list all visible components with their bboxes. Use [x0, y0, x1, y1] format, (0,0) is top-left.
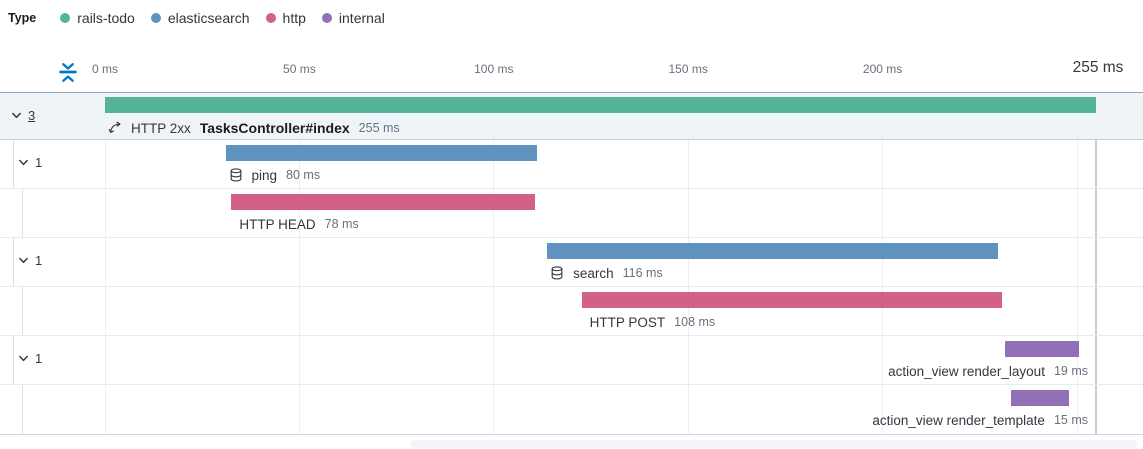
span-bar[interactable] [225, 145, 537, 161]
fold-icon [57, 62, 79, 84]
accordion-toggle[interactable]: 1 [17, 253, 42, 268]
axis-gridline [493, 140, 495, 434]
indent-guide [22, 287, 23, 335]
legend-dot [265, 13, 276, 23]
trace-end-gridline [1095, 140, 1098, 434]
span-name: ping [251, 167, 278, 183]
accordion-toggle[interactable]: 3 [10, 108, 35, 123]
span-name: HTTP HEAD [239, 216, 316, 232]
span-label: HTTP POST 108 ms [590, 313, 716, 331]
legend-title: Type [8, 11, 37, 25]
accordion-toggle[interactable]: 1 [17, 155, 42, 170]
span-bar[interactable] [105, 97, 1097, 113]
legend-label: internal [338, 10, 385, 26]
span-duration: 108 ms [674, 315, 716, 329]
indent-guide [22, 385, 23, 435]
legend-dot [60, 13, 71, 23]
transaction-icon [108, 121, 122, 135]
child-count: 1 [35, 253, 43, 268]
indent-guide [13, 336, 14, 384]
legend-dot [321, 13, 332, 23]
legend-items: rails-todo elasticsearch http internal [60, 10, 401, 26]
span-prefix: HTTP 2xx [131, 120, 191, 136]
chevron-down-icon [17, 254, 30, 267]
legend-item-elasticsearch[interactable]: elasticsearch [150, 10, 250, 26]
axis-gridline [687, 140, 689, 434]
accordion-toggle[interactable]: 1 [17, 351, 42, 366]
legend-dot [150, 13, 161, 23]
collapse-all-button[interactable] [54, 59, 82, 87]
span-label: HTTP 2xx TasksController#index 255 ms [108, 119, 400, 137]
chevron-down-icon [17, 352, 30, 365]
waterfall-row: 1 action_view render_layout 19 ms [0, 336, 1143, 385]
span-label: ping 80 ms [229, 166, 321, 184]
waterfall-row: 1 search 116 ms [0, 238, 1143, 287]
span-duration: 78 ms [324, 217, 359, 231]
indent-guide [13, 238, 14, 286]
axis-end-label: 255 ms [1072, 59, 1124, 76]
waterfall-row: HTTP POST 108 ms [0, 287, 1143, 336]
waterfall-row: action_view render_template 15 ms [0, 385, 1143, 435]
legend-label: http [282, 10, 306, 26]
database-icon [229, 168, 243, 182]
axis-tick-label: 150 ms [668, 62, 708, 76]
axis-tick-label: 200 ms [862, 62, 903, 76]
database-icon [550, 266, 564, 280]
span-name: action_view render_layout [888, 363, 1045, 379]
axis-gridline [882, 140, 884, 434]
legend-label: rails-todo [77, 10, 135, 26]
span-name: TasksController#index [199, 120, 350, 136]
child-count: 1 [35, 351, 43, 366]
indent-guide [22, 189, 23, 237]
axis-tick-label: 50 ms [283, 62, 316, 76]
span-label: action_view render_layout 19 ms [888, 362, 1088, 380]
axis-gridline [298, 140, 300, 434]
span-duration: 116 ms [622, 266, 663, 280]
child-count: 3 [28, 108, 36, 123]
axis-tick-label: 0 ms [91, 62, 119, 76]
span-duration: 19 ms [1053, 364, 1088, 378]
timeline-axis: 255 ms 0 ms 50 ms 100 ms 150 ms 200 ms [0, 55, 1143, 92]
indent-guide [13, 140, 14, 188]
chevron-down-icon [10, 109, 23, 122]
span-duration: 80 ms [286, 168, 321, 182]
span-name: search [573, 265, 614, 281]
span-bar[interactable] [581, 292, 1002, 308]
chevron-down-icon [17, 156, 30, 169]
span-bar[interactable] [1005, 341, 1079, 357]
axis-gridline [1076, 140, 1078, 434]
span-label: HTTP HEAD 78 ms [239, 215, 358, 233]
span-bar[interactable] [547, 243, 999, 259]
waterfall-row: 3 HTTP 2xx TasksController#index 255 ms [0, 92, 1143, 140]
legend-item-internal[interactable]: internal [321, 10, 385, 26]
waterfall-row: HTTP HEAD 78 ms [0, 189, 1143, 238]
horizontal-scrollbar[interactable] [410, 440, 1138, 448]
type-legend: Type rails-todo elasticsearch http internal [8, 10, 401, 26]
span-duration: 255 ms [358, 121, 400, 135]
span-bar[interactable] [231, 194, 535, 210]
legend-label: elasticsearch [167, 10, 250, 26]
span-bar[interactable] [1010, 390, 1070, 406]
waterfall-chart: 3 HTTP 2xx TasksController#index 255 ms 1 pin… [0, 92, 1143, 435]
child-count: 1 [35, 155, 43, 170]
waterfall-row: 1 ping 80 ms [0, 140, 1143, 189]
span-name: HTTP POST [589, 314, 666, 330]
span-duration: 15 ms [1053, 413, 1088, 427]
span-name: action_view render_template [872, 412, 1045, 428]
axis-gridline [104, 140, 106, 434]
legend-item-http[interactable]: http [265, 10, 306, 26]
legend-item-rails-todo[interactable]: rails-todo [60, 10, 135, 26]
axis-tick-label: 100 ms [474, 62, 514, 76]
span-label: search 116 ms [550, 264, 663, 282]
span-label: action_view render_template 15 ms [872, 411, 1088, 429]
